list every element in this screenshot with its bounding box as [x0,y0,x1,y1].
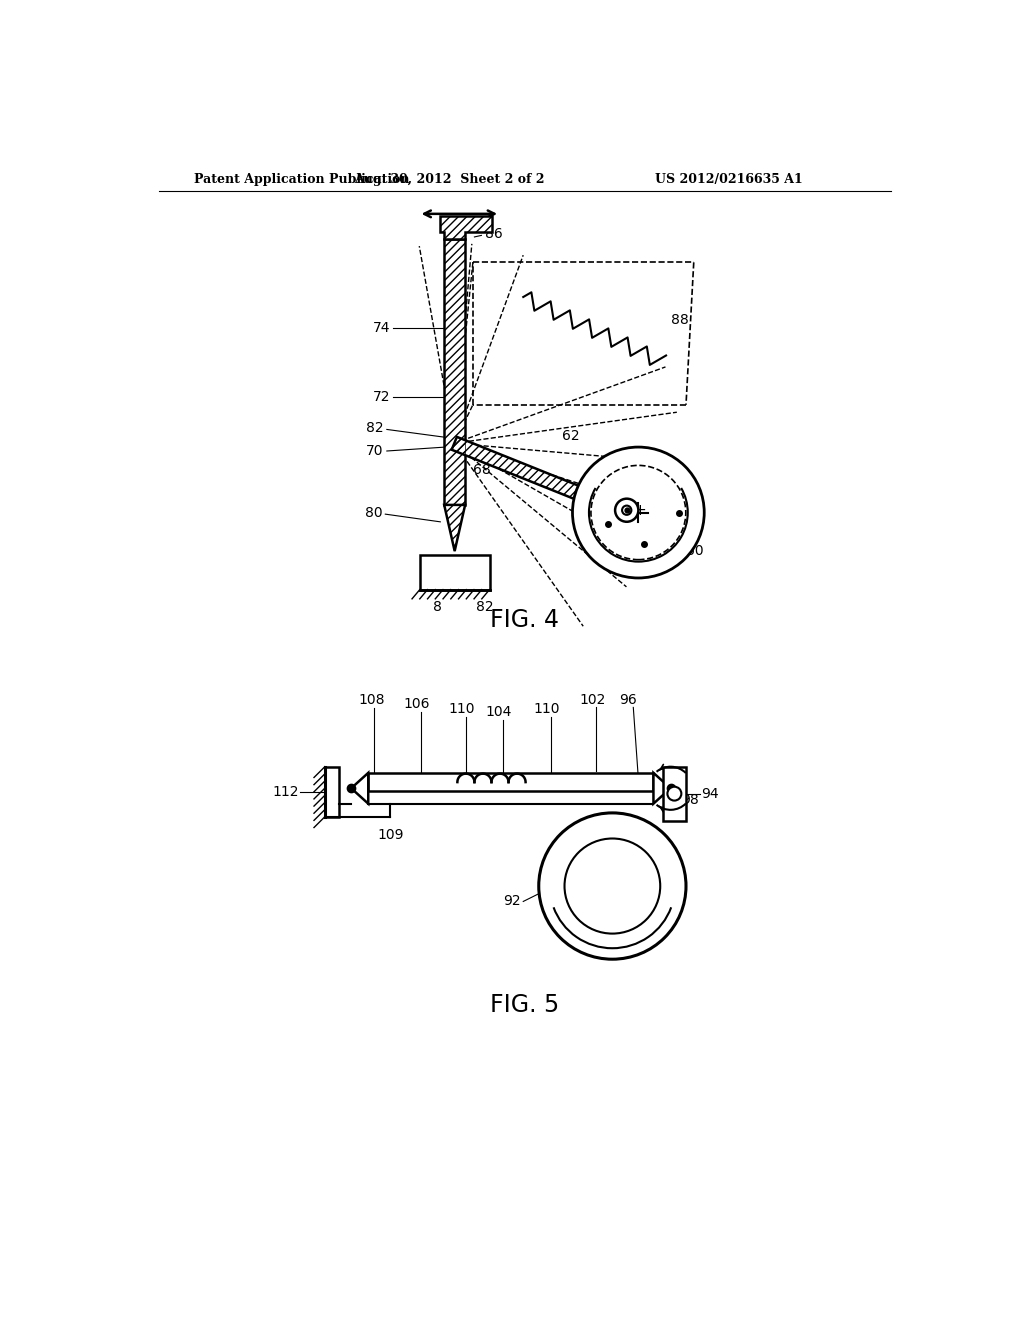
Text: 74: 74 [373,321,390,335]
Text: 86: 86 [484,227,502,240]
Text: 108: 108 [358,693,385,708]
Text: Aug. 30, 2012  Sheet 2 of 2: Aug. 30, 2012 Sheet 2 of 2 [354,173,545,186]
Text: 106: 106 [403,697,430,711]
Text: 82: 82 [367,421,384,434]
Text: +: + [634,503,646,519]
Text: 94: 94 [701,787,719,801]
Text: 98: 98 [681,793,699,807]
Text: 80: 80 [365,506,382,520]
Text: 8: 8 [433,599,442,614]
Text: FIG. 4: FIG. 4 [490,609,559,632]
Text: 82: 82 [476,599,494,614]
Bar [420,554,489,590]
Text: 102: 102 [580,693,606,706]
Bar [369,774,653,792]
Text: Patent Application Publication: Patent Application Publication [194,173,410,186]
Polygon shape [653,774,671,804]
Circle shape [668,787,681,800]
Text: 72: 72 [373,391,390,404]
Text: FIG. 5: FIG. 5 [490,994,559,1018]
Polygon shape [452,437,630,519]
Text: 110: 110 [449,702,474,715]
Polygon shape [351,774,369,804]
Circle shape [564,838,660,933]
Bar [325,767,339,817]
Polygon shape [444,239,465,506]
Text: 62: 62 [562,429,580,442]
Text: 112: 112 [272,784,299,799]
Text: US 2012/0216635 A1: US 2012/0216635 A1 [655,173,803,186]
Text: 66: 66 [640,486,657,500]
Text: 96: 96 [618,693,637,706]
Circle shape [615,499,638,521]
Text: 104: 104 [485,705,512,719]
Text: 60: 60 [686,544,703,558]
Polygon shape [444,506,465,552]
Text: 70: 70 [367,444,384,458]
Text: 109: 109 [378,829,404,842]
Text: 110: 110 [534,702,560,715]
Text: 92: 92 [504,895,521,908]
Text: 68: 68 [473,463,490,478]
Text: 88: 88 [671,313,688,327]
Circle shape [623,506,632,515]
Circle shape [591,466,686,560]
Circle shape [572,447,705,578]
Bar [663,767,686,821]
Circle shape [539,813,686,960]
Polygon shape [440,216,493,239]
